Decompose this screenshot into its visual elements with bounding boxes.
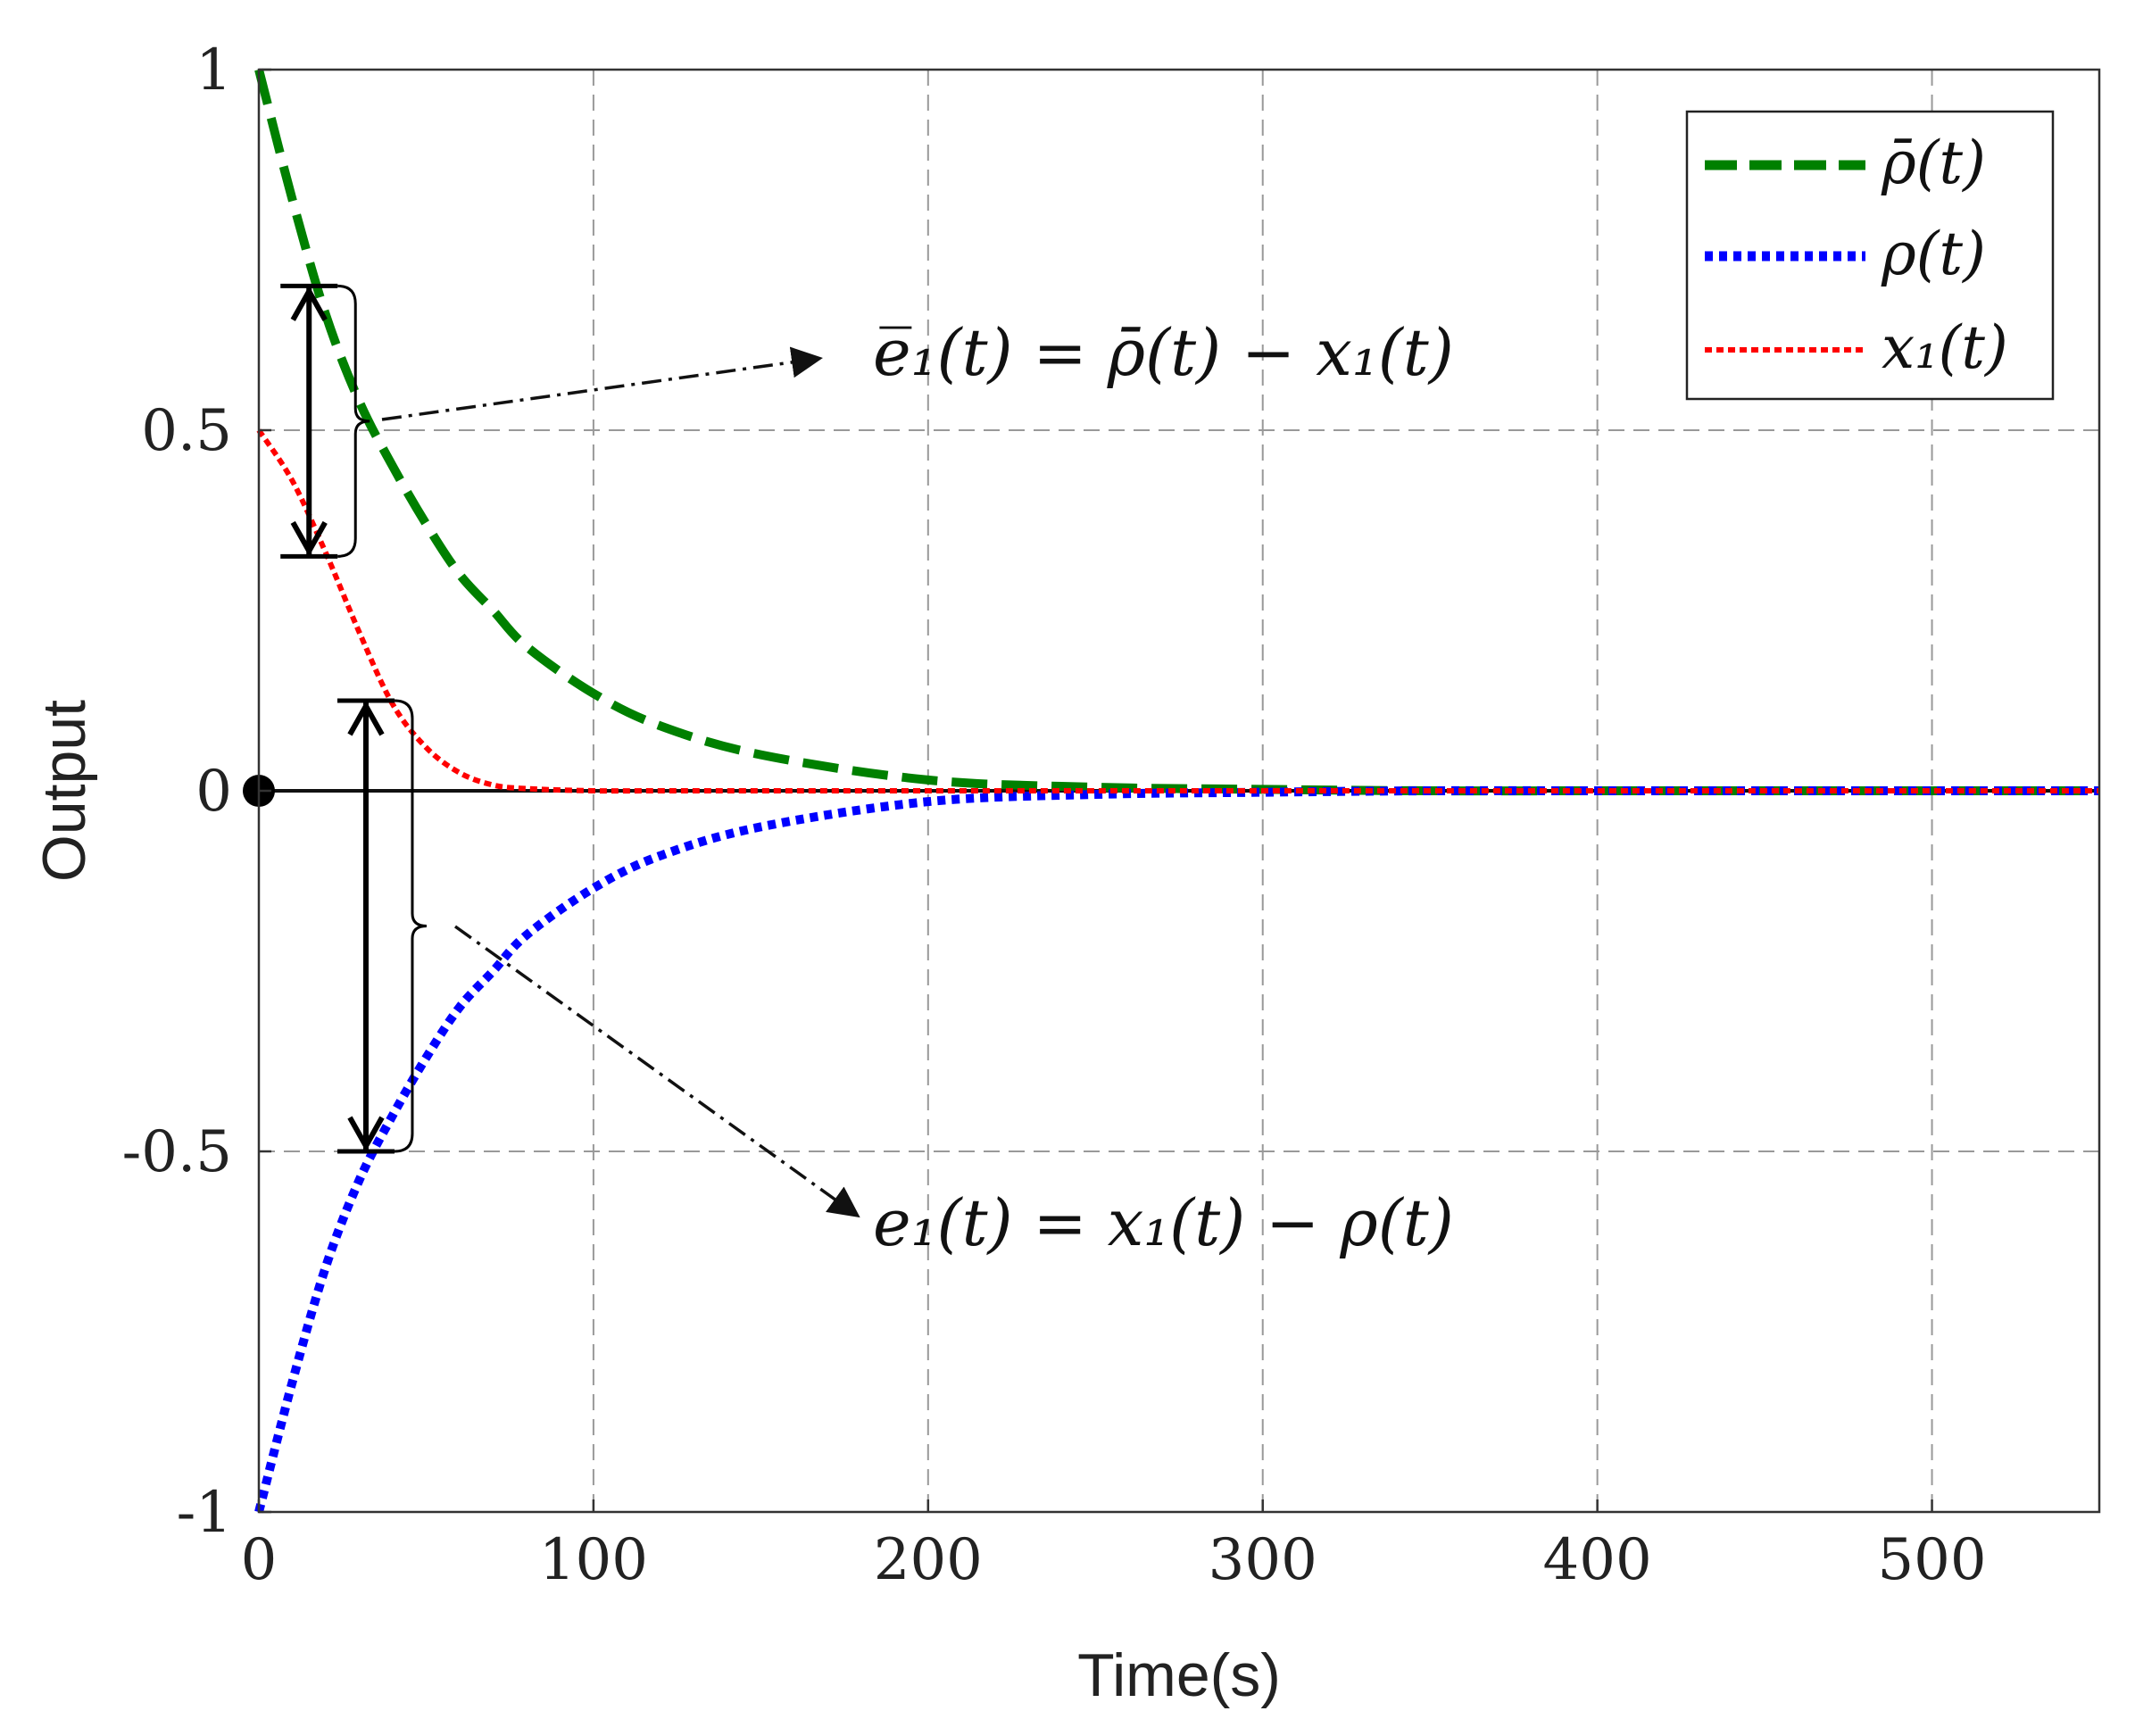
legend-label-rho-lower: ρ(t) — [1881, 220, 1986, 288]
x-tick-label-4: 400 — [1543, 1527, 1652, 1593]
y-tick-label-3: 0.5 — [141, 398, 232, 464]
legend-label-rho-upper: ρ̄(t) — [1881, 129, 1986, 197]
x-tick-label-5: 500 — [1877, 1527, 1986, 1593]
x-tick-label-3: 300 — [1209, 1527, 1317, 1593]
y-tick-label-0: -1 — [177, 1480, 232, 1546]
y-tick-label-2: 0 — [195, 759, 232, 825]
annotation-upper-error: e̅₁(t) = ρ̄(t) − x₁(t) — [873, 315, 1454, 390]
y-axis-label: Output — [30, 700, 98, 882]
y-ticks: -1 -0.5 0 0.5 1 — [122, 37, 271, 1546]
x-axis-label: Time(s) — [1077, 1641, 1281, 1709]
annotation-upper-pointer — [381, 346, 823, 421]
series-line-0 — [254, 68, 2099, 796]
series-line-2 — [256, 428, 2099, 794]
legend: ρ̄(t) ρ(t) x₁(t) — [1685, 110, 2055, 401]
x-tick-label-0: 0 — [241, 1527, 278, 1593]
x-tick-label-1: 100 — [539, 1527, 648, 1593]
x-tick-label-2: 200 — [874, 1527, 983, 1593]
y-tick-label-4: 1 — [195, 37, 232, 104]
upper-error-bracket — [280, 283, 370, 559]
x-ticks: 0 100 200 300 400 500 — [241, 1499, 1987, 1593]
series-group — [254, 68, 2099, 1514]
error-brackets — [280, 283, 428, 1154]
annotation-lower-error: e₁(t) = x₁(t) − ρ(t) — [873, 1185, 1454, 1260]
annotation-lower-pointer — [453, 925, 860, 1218]
y-tick-label-1: -0.5 — [122, 1119, 232, 1185]
legend-label-x1: x₁(t) — [1882, 313, 2008, 382]
